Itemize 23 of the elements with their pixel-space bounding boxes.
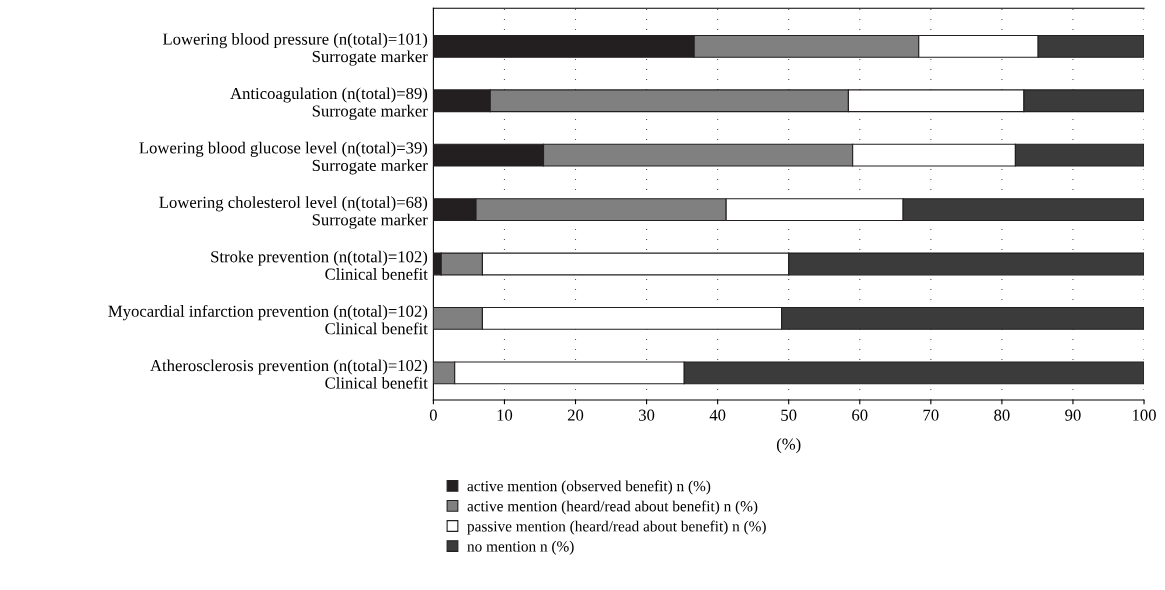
- legend-label: passive mention (heard/read about benefit) n (%): [467, 520, 766, 535]
- legend-label: active mention (observed benefit) n (%): [467, 480, 711, 495]
- x-tick-label: 10: [497, 409, 513, 421]
- legend-label: no mention n (%): [467, 540, 574, 555]
- y-tick-label: Lowering blood pressure (n(total)=101) Surrogate marker: [162, 32, 428, 66]
- y-tick-label: Lowering cholesterol level (n(total)=68) Surrogate marker: [159, 196, 428, 229]
- x-axis-title: (%): [776, 438, 801, 454]
- y-tick-label: Myocardial infarction prevention (n(total)=102) Clinical benefit: [108, 304, 428, 335]
- x-tick-label: 40: [709, 409, 726, 421]
- x-tick-label: 30: [639, 409, 655, 421]
- x-tick-label: 80: [994, 409, 1010, 421]
- x-tick-label: 0: [429, 409, 437, 421]
- y-tick-label: Anticoagulation (n(total)=89) Surrogate marker: [230, 87, 428, 121]
- y-tick-label: Lowering blood glucose level (n(total)=39) Surrogate marker: [139, 141, 428, 175]
- x-tick-label: 90: [1065, 409, 1081, 421]
- x-tick-label: 20: [567, 409, 584, 421]
- x-tick-label: 50: [781, 409, 797, 421]
- y-tick-label: Stroke prevention (n(total)=102) Clinical benefit: [211, 250, 428, 280]
- x-tick-label: 60: [852, 409, 868, 421]
- x-tick-label: 100: [1133, 409, 1156, 421]
- legend-label: active mention (heard/read about benefit) n (%): [467, 500, 758, 515]
- y-tick-label: Atherosclerosis prevention (n(total)=102) Clinical benefit: [150, 359, 428, 389]
- x-tick-label: 70: [923, 409, 939, 421]
